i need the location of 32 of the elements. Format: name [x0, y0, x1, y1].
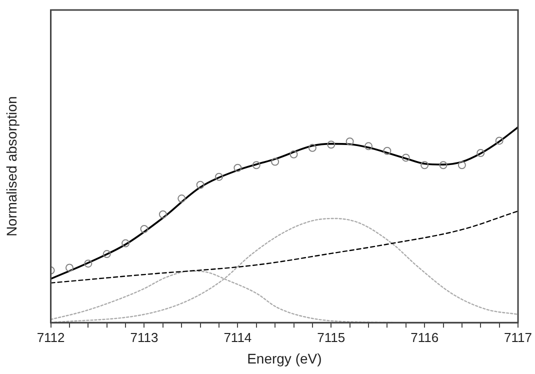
point: [327, 140, 336, 149]
point: [234, 164, 242, 172]
x-axis-title: Energy (eV): [247, 350, 322, 366]
y-axis-title: Normalised absorption: [3, 96, 20, 236]
point: [402, 154, 410, 162]
point: [476, 149, 485, 158]
x-tick-label: 7113: [130, 330, 158, 345]
point: [439, 161, 448, 170]
point: [271, 158, 280, 166]
point: [458, 161, 466, 170]
point: [158, 210, 167, 218]
point: [290, 150, 298, 158]
x-tick-label: 7117: [504, 330, 532, 345]
point: [196, 180, 204, 189]
point: [215, 172, 223, 181]
x-tick-label: 7116: [410, 330, 439, 345]
point: [84, 260, 92, 268]
point: [308, 144, 316, 152]
x-tick-label: 7114: [224, 330, 252, 345]
point: [102, 250, 111, 258]
x-tick-label: 7115: [317, 330, 346, 345]
point: [65, 264, 74, 272]
point: [122, 239, 130, 248]
point: [252, 161, 260, 170]
point: [495, 136, 504, 145]
point: [364, 142, 373, 150]
point: [140, 225, 148, 234]
point: [383, 146, 392, 155]
point: [346, 137, 354, 146]
x-tick-label: 7112: [36, 330, 65, 345]
point: [178, 194, 186, 203]
point: [420, 161, 429, 170]
